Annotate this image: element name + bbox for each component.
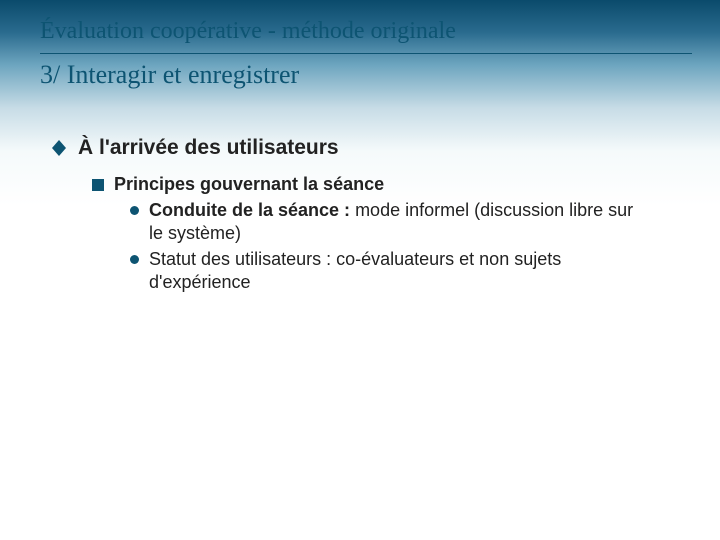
slide-title: Évaluation coopérative - méthode origina… (40, 18, 692, 53)
list-item-text: Principes gouvernant la séance (114, 174, 384, 195)
list-item-rest: Statut des utilisateurs : co-évaluateurs… (149, 249, 561, 292)
slide: Évaluation coopérative - méthode origina… (0, 0, 720, 540)
list-item-bold: Conduite de la séance : (149, 200, 350, 220)
disc-bullet-icon (130, 255, 139, 264)
disc-bullet-icon (130, 206, 139, 215)
diamond-bullet-icon (52, 140, 66, 156)
list-item: À l'arrivée des utilisateurs (52, 136, 692, 160)
list-item: Principes gouvernant la séance (92, 174, 692, 195)
list-item-text: Conduite de la séance : mode informel (d… (149, 199, 652, 246)
slide-subtitle: 3/ Interagir et enregistrer (40, 53, 692, 90)
square-bullet-icon (92, 179, 104, 191)
list-item: Statut des utilisateurs : co-évaluateurs… (130, 248, 692, 295)
list-item-text: À l'arrivée des utilisateurs (78, 136, 339, 160)
list-item: Conduite de la séance : mode informel (d… (130, 199, 692, 246)
slide-content: À l'arrivée des utilisateurs Principes g… (40, 136, 692, 295)
list-item-text: Statut des utilisateurs : co-évaluateurs… (149, 248, 652, 295)
